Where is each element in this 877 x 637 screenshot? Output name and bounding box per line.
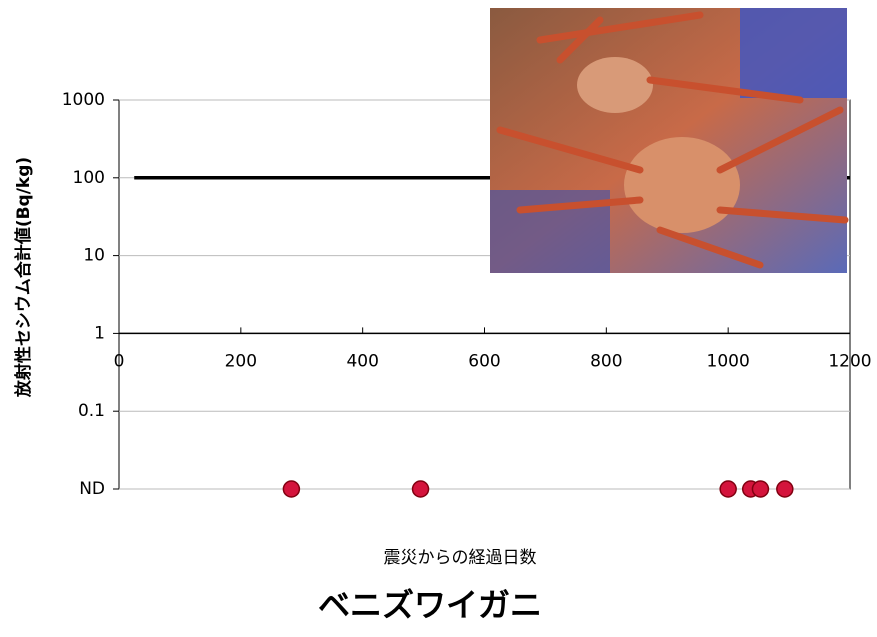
y-tick-label: 0.1 [78,401,105,421]
x-tick-label: 800 [590,351,622,371]
x-tick-label: 1200 [828,351,871,371]
y-axis-label: 放射性セシウム合計値(Bq/kg) [13,157,34,398]
y-tick-label: 10 [83,246,105,266]
x-tick-label: 200 [225,351,257,371]
y-tick-label: 1 [94,323,105,343]
y-tick-label: ND [79,479,105,499]
x-axis-label: 震災からの経過日数 [384,548,537,568]
y-tick-label: 100 [73,168,105,188]
photo [490,8,849,273]
x-tick-label: 0 [114,351,125,371]
chart-title: ベニズワイガニ [318,586,542,624]
point [719,480,737,498]
point [411,480,430,498]
point [776,480,794,498]
point [751,480,770,498]
x-tick-label: 600 [468,351,500,371]
point [282,480,301,498]
y-tick-label: 1000 [62,90,105,110]
x-tick-label: 1000 [707,351,750,371]
x-tick-label: 400 [346,351,378,371]
